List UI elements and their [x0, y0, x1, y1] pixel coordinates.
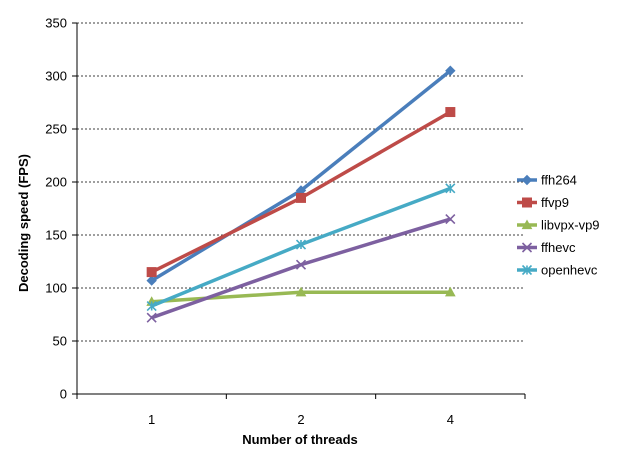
legend-label: ffhevc [541, 240, 576, 255]
data-point [146, 312, 157, 323]
data-point [146, 300, 157, 312]
legend-label: openhevc [541, 263, 598, 278]
axes [72, 22, 526, 399]
x-tick-label: 4 [447, 412, 454, 427]
legend: ffh264 ffvp9 libvpx-vp9 ffhevc openhevc [517, 173, 600, 278]
series-ffvp9 [146, 107, 456, 278]
y-tick-label: 50 [53, 334, 67, 349]
data-series [146, 65, 456, 323]
x-axis-title: Number of threads [242, 432, 358, 447]
x-axis-tick-labels: 1 2 4 [148, 412, 454, 427]
x-tick-label: 2 [297, 412, 304, 427]
data-point [146, 267, 157, 278]
y-tick-label: 150 [45, 228, 67, 243]
legend-label: libvpx-vp9 [541, 218, 600, 233]
legend-marker [521, 174, 533, 186]
data-point [295, 259, 307, 270]
y-tick-label: 200 [45, 175, 67, 190]
data-point [295, 239, 307, 250]
data-point [295, 286, 307, 297]
legend-marker [521, 219, 533, 230]
data-point [445, 107, 456, 118]
legend-item-ffhevc: ffhevc [517, 240, 576, 255]
legend-item-ffh264: ffh264 [517, 173, 577, 188]
data-point [445, 214, 456, 225]
legend-marker [521, 242, 533, 253]
y-axis-tick-labels: 0 50 100 150 200 250 300 350 [45, 16, 67, 402]
y-axis-title: Decoding speed (FPS) [16, 154, 31, 292]
series-line [151, 217, 451, 320]
legend-marker [521, 264, 533, 276]
y-tick-label: 250 [45, 122, 67, 137]
y-tick-label: 350 [45, 16, 67, 31]
data-point [445, 65, 456, 76]
legend-item-ffvp9: ffvp9 [517, 195, 569, 210]
data-point [296, 192, 306, 203]
legend-label: ffvp9 [541, 195, 569, 210]
legend-label: ffh264 [541, 173, 577, 188]
y-tick-label: 300 [45, 69, 67, 84]
legend-marker [522, 197, 532, 208]
data-point [444, 286, 456, 297]
legend-item-openhevc: openhevc [517, 263, 598, 278]
data-point [146, 275, 157, 286]
series-ffhevc [146, 214, 456, 323]
y-tick-label: 0 [60, 387, 67, 402]
series-openhevc [146, 183, 456, 312]
y-tick-label: 100 [45, 281, 67, 296]
legend-item-libvpx-vp9: libvpx-vp9 [517, 218, 600, 233]
data-point [445, 183, 456, 194]
x-tick-label: 1 [148, 412, 155, 427]
